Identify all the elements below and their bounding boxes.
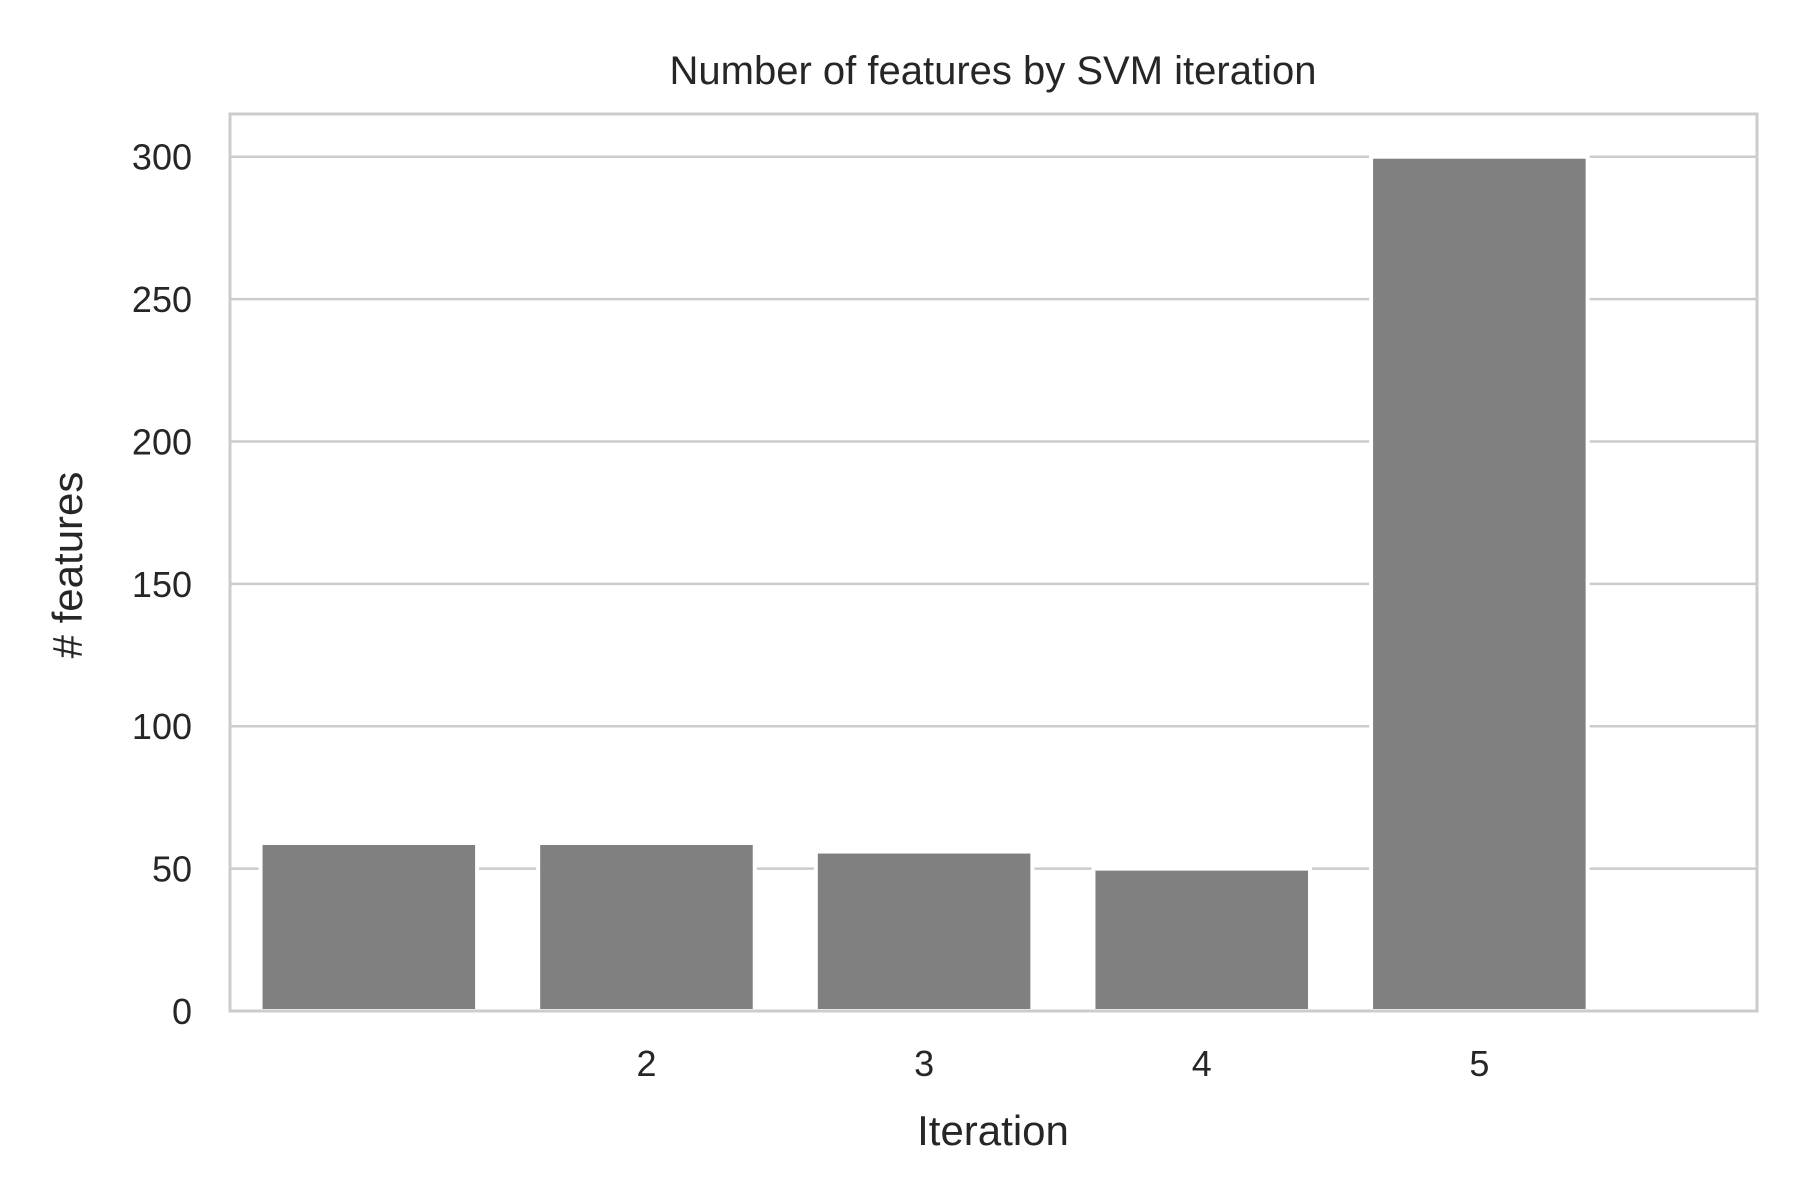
y-tick-labels: 0 50 100 150 200 250 300 <box>132 137 192 1032</box>
y-tick-label: 200 <box>132 421 192 462</box>
bar <box>1091 866 1313 1013</box>
y-tick-label: 0 <box>172 991 192 1032</box>
bar <box>1369 154 1590 1013</box>
x-axis-label: Iteration <box>917 1107 1069 1154</box>
y-tick-label: 50 <box>152 849 192 890</box>
chart-title: Number of features by SVM iteration <box>670 49 1317 93</box>
plot-frame <box>228 112 1759 1013</box>
y-tick-label: 300 <box>132 137 192 178</box>
y-axis-label: # features <box>44 472 91 659</box>
bar <box>813 849 1035 1013</box>
x-tick-labels: 2 3 4 5 <box>636 1043 1489 1084</box>
y-tick-label: 100 <box>132 706 192 747</box>
bar <box>258 840 480 1013</box>
y-tick-label: 150 <box>132 564 192 605</box>
x-tick-label: 2 <box>636 1043 656 1084</box>
bar <box>536 840 757 1013</box>
x-tick-label: 3 <box>914 1043 934 1084</box>
x-tick-label: 4 <box>1192 1043 1212 1084</box>
y-tick-label: 250 <box>132 279 192 320</box>
x-tick-label: 5 <box>1469 1043 1489 1084</box>
bars <box>258 154 1590 1013</box>
